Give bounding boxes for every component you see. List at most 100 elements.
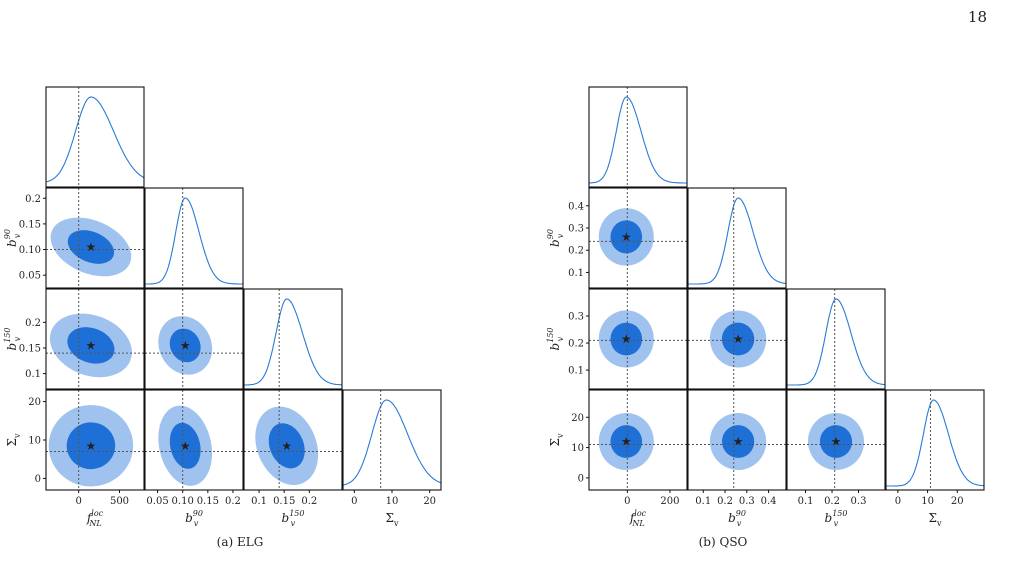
panel-1-1 — [687, 187, 787, 289]
x-tick-label-1-0: 0.05 — [146, 496, 168, 507]
fiducial-marker-2-0: ★ — [621, 332, 632, 346]
panel-3-0: ★ 0 500 0 10 20 — [28, 389, 145, 507]
marginal-curve-2 — [787, 298, 885, 386]
y-tick-label-3-1: 10 — [28, 436, 41, 447]
x-tick-label-3-0: 0 — [895, 496, 901, 507]
x-tick-label-3-1: 10 — [386, 496, 399, 507]
contour-1sigma-3-1 — [169, 422, 201, 469]
y-tick-label-1-1: 0.10 — [19, 245, 41, 256]
panel-3-3: 0 10 20 — [342, 389, 442, 507]
panel-frame-2-0 — [45, 288, 145, 390]
panel-3-3: 0 10 20 — [885, 389, 985, 507]
fiducial-marker-1-0: ★ — [621, 230, 632, 244]
fiducial-marker-3-0: ★ — [86, 439, 97, 453]
x-axis-label-1: b90 v — [185, 509, 203, 528]
fiducial-marker-3-1: ★ — [180, 439, 191, 453]
panel-0-0 — [45, 86, 145, 188]
y-tick-label-2-2: 0.3 — [568, 312, 584, 323]
marginal-curve-0 — [46, 96, 144, 183]
x-tick-label-1-3: 0.4 — [761, 496, 777, 507]
y-tick-label-2-1: 0.15 — [19, 343, 41, 354]
panel-2-1: ★ — [687, 288, 787, 390]
y-tick-label-3-1: 10 — [571, 443, 584, 454]
marginal-curve-0 — [589, 96, 687, 184]
x-tick-label-2-0: 0.1 — [798, 496, 814, 507]
x-axis-label-1: b90 v — [728, 509, 746, 528]
x-tick-label-3-0: 0 — [351, 496, 357, 507]
x-tick-label-3-2: 20 — [423, 496, 436, 507]
y-tick-label-1-0: 0.1 — [568, 268, 584, 279]
contour-1sigma-2-1 — [721, 322, 755, 356]
panel-frame-1-0 — [588, 187, 688, 289]
panel-1-0: ★ 0.05 0.10 0.15 0.2 — [19, 187, 145, 289]
x-tick-label-3-1: 10 — [921, 496, 934, 507]
x-tick-label-1-3: 0.2 — [225, 496, 241, 507]
contour-1sigma-3-2 — [268, 423, 305, 469]
x-tick-label-2-1: 0.15 — [273, 496, 295, 507]
x-tick-label-2-2: 0.3 — [851, 496, 867, 507]
panel-frame-0-0 — [45, 86, 145, 188]
panel-2-2 — [243, 288, 343, 390]
x-tick-label-1-2: 0.3 — [739, 496, 755, 507]
panel-frame-2-2 — [786, 288, 886, 390]
x-axis-label-0: floc NL — [86, 509, 104, 528]
x-tick-label-2-1: 0.2 — [824, 496, 840, 507]
panel-3-0: ★ 0 200 0 10 20 — [571, 389, 688, 507]
fiducial-marker-2-1: ★ — [180, 338, 191, 352]
y-tick-label-2-2: 0.2 — [25, 318, 41, 329]
marginal-curve-2 — [244, 298, 342, 386]
fiducial-marker-3-1: ★ — [733, 435, 744, 449]
fiducial-marker-3-0: ★ — [621, 435, 632, 449]
x-tick-label-3-2: 20 — [951, 496, 964, 507]
panel-3-2: ★ 0.1 0.2 0.3 — [786, 389, 886, 507]
page-number: 18 — [967, 8, 987, 26]
contour-1sigma-2-1 — [169, 328, 201, 363]
y-tick-label-1-3: 0.2 — [25, 194, 41, 205]
panel-frame-1-1 — [144, 187, 244, 289]
panel-3-2: ★ 0.1 0.15 0.2 — [243, 389, 343, 507]
x-tick-label-1-1: 0.10 — [172, 496, 194, 507]
y-tick-label-1-2: 0.15 — [19, 219, 41, 230]
y-tick-label-1-2: 0.3 — [568, 224, 584, 235]
contour-1sigma-1-0 — [67, 230, 115, 264]
contour-1sigma-3-2 — [819, 425, 853, 458]
y-tick-label-2-1: 0.2 — [568, 339, 584, 350]
y-tick-label-3-0: 0 — [35, 474, 41, 485]
panel-frame-3-1 — [687, 389, 787, 491]
x-tick-label-1-0: 0.1 — [695, 496, 711, 507]
x-axis-label-2: b150 v — [282, 509, 305, 528]
panel-3-1: ★ 0.05 0.10 0.15 0.2 — [144, 389, 244, 507]
y-tick-label-3-2: 20 — [571, 413, 584, 424]
contour-1sigma-3-0 — [610, 425, 643, 458]
contour-1sigma-2-0 — [610, 322, 643, 356]
y-tick-label-1-1: 0.2 — [568, 246, 584, 257]
marginal-curve-1 — [145, 197, 243, 285]
panel-2-1: ★ — [144, 288, 244, 390]
panel-frame-2-0 — [588, 288, 688, 390]
panel-3-1: ★ 0.1 0.2 0.3 0.4 — [687, 389, 787, 507]
fiducial-marker-2-0: ★ — [86, 338, 97, 352]
x-tick-label-0-0: 0 — [75, 496, 81, 507]
panel-1-1 — [144, 187, 244, 289]
y-axis-label-2: b150v — [546, 328, 565, 351]
panel-2-0: ★ 0.1 0.2 0.3 — [568, 288, 688, 390]
fiducial-marker-3-2: ★ — [831, 435, 842, 449]
panel-frame-3-1 — [144, 389, 244, 491]
y-tick-label-1-3: 0.4 — [568, 201, 584, 212]
panel-frame-3-2 — [243, 389, 343, 491]
y-tick-label-2-0: 0.1 — [568, 366, 584, 377]
fiducial-marker-1-0: ★ — [86, 240, 97, 254]
panel-frame-2-2 — [243, 288, 343, 390]
panel-frame-3-0 — [588, 389, 688, 491]
panel-frame-3-2 — [786, 389, 886, 491]
caption-qso: (b) QSO — [698, 535, 748, 549]
x-axis-label-2: b150 v — [825, 509, 848, 528]
panel-0-0 — [588, 86, 688, 188]
fiducial-marker-2-1: ★ — [733, 332, 744, 346]
contour-1sigma-3-1 — [721, 425, 755, 458]
panel-frame-0-0 — [588, 86, 688, 188]
panel-frame-1-1 — [687, 187, 787, 289]
x-tick-label-0-1: 500 — [110, 496, 129, 507]
